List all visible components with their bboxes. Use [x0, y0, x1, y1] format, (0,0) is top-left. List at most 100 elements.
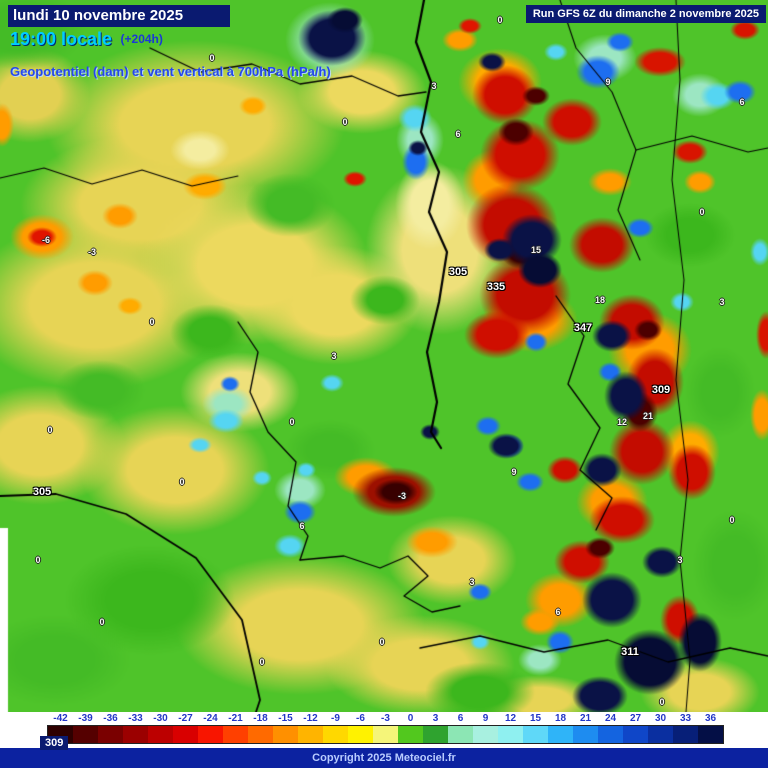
legend-value: -18 [253, 713, 268, 724]
geopotential-label: 347 [573, 322, 593, 334]
contour-value-label: 0 [729, 515, 735, 525]
legend-value: 9 [482, 713, 489, 724]
legend-color-cell [248, 726, 273, 743]
legend-color-cell [398, 726, 423, 743]
legend-color-cell [423, 726, 448, 743]
legend-value: 30 [654, 713, 667, 724]
contour-value-label: 9 [511, 467, 517, 477]
legend-value: -9 [331, 713, 340, 724]
legend-value: 18 [554, 713, 567, 724]
legend-color-cell [98, 726, 123, 743]
contour-value-label: 0 [289, 417, 295, 427]
legend-value: -33 [128, 713, 143, 724]
legend-value: -39 [78, 713, 93, 724]
geopotential-label-bottom-left: 309 [40, 736, 69, 750]
geopotential-value: 309 [45, 737, 64, 749]
legend-value: -21 [228, 713, 243, 724]
legend-color-cell [648, 726, 673, 743]
legend-color-cell [73, 726, 98, 743]
legend-value: 12 [504, 713, 517, 724]
legend-color-cell [323, 726, 348, 743]
geopotential-label: 311 [621, 646, 639, 658]
legend-value: -27 [178, 713, 193, 724]
geopotential-label: 305 [32, 486, 52, 498]
legend-color-cell [173, 726, 198, 743]
legend-value: -36 [103, 713, 118, 724]
contour-value-label: 9 [605, 77, 611, 87]
contour-value-label: 0 [149, 317, 155, 327]
contour-value-label: 0 [342, 117, 348, 127]
legend-value: -24 [203, 713, 218, 724]
forecast-date-box: lundi 10 novembre 2025 [8, 5, 230, 27]
legend-value: -12 [303, 713, 318, 724]
contour-value-label: 6 [555, 607, 561, 617]
contour-value-label: 3 [719, 297, 725, 307]
model-run-info: Run GFS 6Z du dimanche 2 novembre 2025 [525, 5, 766, 23]
legend-color-cell [123, 726, 148, 743]
contour-value-label: 3 [677, 555, 683, 565]
legend-value: 27 [629, 713, 642, 724]
contour-value-label: 18 [594, 295, 606, 305]
forecast-hour-offset: (+204h) [120, 32, 163, 46]
legend-value: -42 [53, 713, 68, 724]
contour-value-label: 0 [259, 657, 265, 667]
contour-value-label: 0 [99, 617, 105, 627]
legend-color-cell [573, 726, 598, 743]
legend-color-cell [498, 726, 523, 743]
contour-value-label: 0 [179, 477, 185, 487]
legend-value: 3 [432, 713, 439, 724]
contour-value-label: 3 [331, 351, 337, 361]
bottom-bar: Copyright 2025 Meteociel.fr [0, 748, 768, 768]
legend-value: 21 [579, 713, 592, 724]
contour-value-label: 0 [497, 15, 503, 25]
contour-value-label: 0 [47, 425, 53, 435]
legend-color-cell [673, 726, 698, 743]
contour-value-label: 0 [209, 53, 215, 63]
legend-value: -30 [153, 713, 168, 724]
legend-color-cell [148, 726, 173, 743]
contour-value-label: 6 [455, 129, 461, 139]
contour-value-label: 12 [616, 417, 628, 427]
legend-color-cell [523, 726, 548, 743]
contour-value-label: 15 [530, 245, 542, 255]
legend-value: 0 [407, 713, 414, 724]
legend-color-bar [47, 725, 724, 744]
copyright-link[interactable]: Copyright 2025 Meteociel.fr [312, 752, 456, 764]
contour-value-label: 3 [431, 81, 437, 91]
contour-value-label: -3 [397, 491, 407, 501]
contour-value-label: 21 [642, 411, 654, 421]
legend-color-cell [273, 726, 298, 743]
legend: -42 -39 -36 -33 -30 -27 -24 -21 -18 -15 -12 -9 -6 -3 0… [0, 712, 768, 748]
contour-value-label: 6 [739, 97, 745, 107]
contour-value-label: -3 [87, 247, 97, 257]
forecast-local-time: 19:00 locale [10, 29, 113, 49]
contour-value-label: 6 [299, 521, 305, 531]
geopotential-label: 305 [448, 266, 468, 278]
contour-value-label: 3 [469, 577, 475, 587]
geopotential-label: 309 [651, 384, 671, 396]
legend-value: 6 [457, 713, 464, 724]
weather-map [0, 0, 768, 712]
contour-value-label: 0 [659, 697, 665, 707]
contour-value-label: 0 [699, 207, 705, 217]
legend-values-row: -42 -39 -36 -33 -30 -27 -24 -21 -18 -15 -12 -9 -6 -3 0… [48, 713, 723, 724]
legend-value: 15 [529, 713, 542, 724]
legend-value: -3 [381, 713, 390, 724]
contour-value-label: 0 [35, 555, 41, 565]
contour-value-label: -6 [41, 235, 51, 245]
legend-color-cell [548, 726, 573, 743]
legend-value: -6 [356, 713, 365, 724]
forecast-time-line: 19:00 locale (+204h) [10, 29, 163, 50]
legend-color-cell [223, 726, 248, 743]
legend-color-cell [198, 726, 223, 743]
legend-color-cell [623, 726, 648, 743]
legend-color-cell [298, 726, 323, 743]
forecast-date: lundi 10 novembre 2025 [13, 7, 184, 24]
legend-value: -15 [278, 713, 293, 724]
legend-value: 36 [704, 713, 717, 724]
legend-color-cell [598, 726, 623, 743]
legend-color-cell [348, 726, 373, 743]
map-title: Geopotentiel (dam) et vent vertical à 70… [10, 64, 331, 79]
legend-color-cell [448, 726, 473, 743]
